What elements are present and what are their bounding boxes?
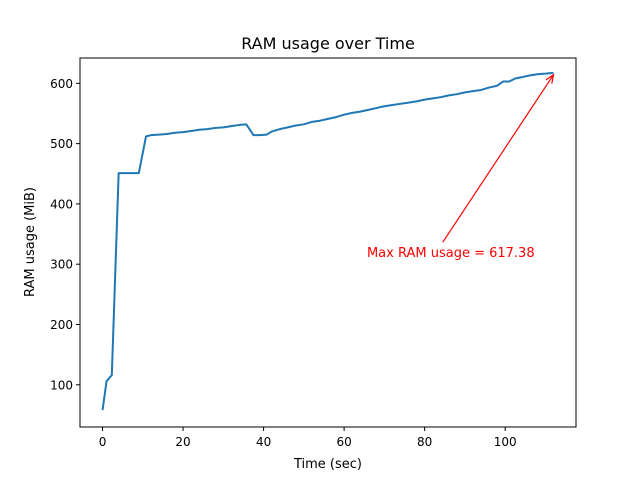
chart-title: RAM usage over Time (241, 34, 415, 53)
max-annotation-label: Max RAM usage = 617.38 (367, 246, 535, 261)
x-axis-label: Time (sec) (293, 457, 362, 472)
annotation-arrow-line (442, 74, 554, 243)
x-tick-label: 0 (99, 435, 107, 449)
y-tick-label: 200 (50, 318, 73, 332)
x-tick-label: 40 (256, 435, 271, 449)
y-tick-label: 500 (50, 137, 73, 151)
y-tick-label: 600 (50, 77, 73, 91)
y-tick-label: 100 (50, 378, 73, 392)
y-axis-label: RAM usage (MiB) (23, 187, 38, 297)
x-tick-label: 80 (417, 435, 432, 449)
x-tick-label: 20 (175, 435, 190, 449)
plot-frame (79, 57, 577, 428)
series-line (101, 71, 554, 411)
y-tick-label: 300 (50, 258, 73, 272)
annotation-arrow-head (545, 73, 555, 84)
plot-area: 0 20 40 60 80 100 100 200 300 400 500 600 (50, 57, 577, 449)
x-tick-label: 100 (494, 435, 517, 449)
y-tick-label: 400 (50, 197, 73, 211)
x-tick-label: 60 (336, 435, 351, 449)
